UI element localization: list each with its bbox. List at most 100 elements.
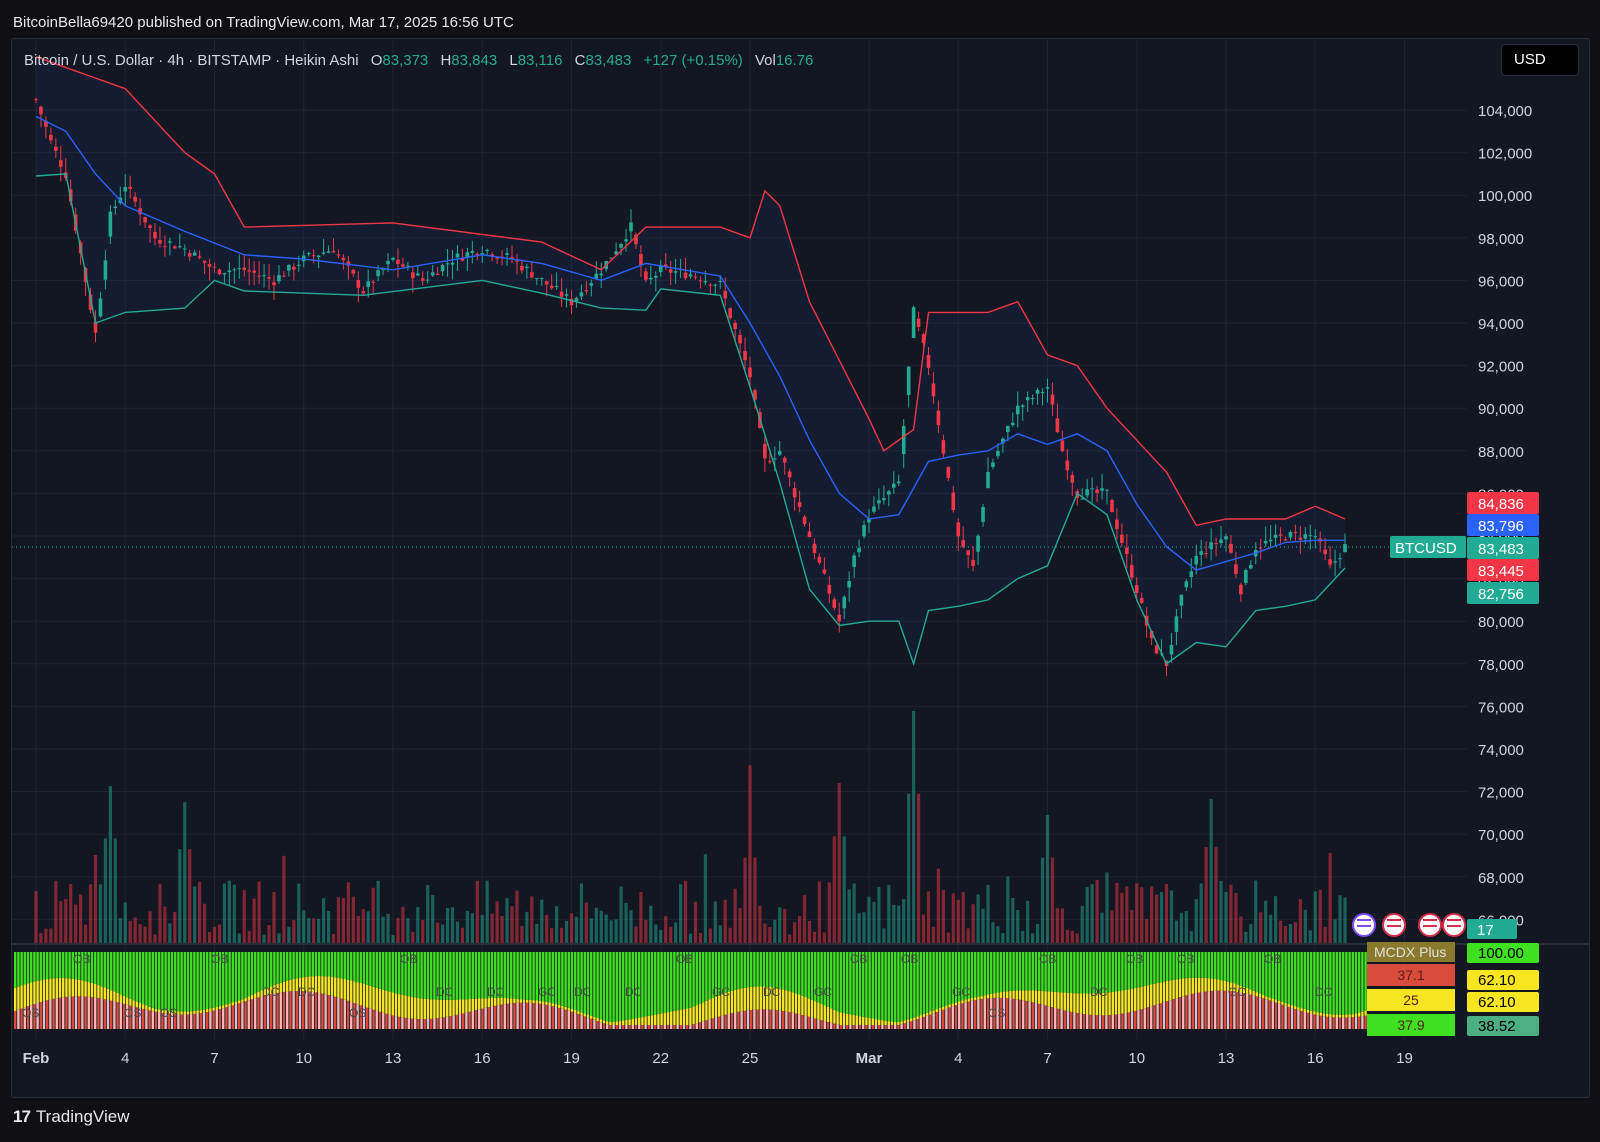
mcdx-marker: OB bbox=[1039, 952, 1056, 966]
mcdx-bar-green bbox=[874, 952, 878, 1020]
mcdx-bar-green bbox=[494, 952, 497, 998]
mcdx-bar-red bbox=[366, 1007, 369, 1029]
volume-bar bbox=[64, 899, 68, 943]
mcdx-bar-red bbox=[212, 1010, 215, 1029]
mcdx-bar-red bbox=[327, 995, 330, 1029]
mcdx-bar-red bbox=[1057, 1008, 1060, 1029]
volume-bar bbox=[1338, 895, 1342, 943]
y-axis-label: 98,000 bbox=[1478, 231, 1524, 248]
volume-bar bbox=[158, 883, 162, 943]
mcdx-bar-red bbox=[519, 1002, 522, 1029]
volume-bar bbox=[966, 928, 970, 943]
mcdx-bar-yellow bbox=[215, 1006, 218, 1010]
candle-body bbox=[976, 535, 980, 552]
x-axis-label: 19 bbox=[1396, 1050, 1413, 1067]
mcdx-bar-yellow bbox=[1137, 987, 1140, 1011]
mcdx-bar-yellow bbox=[695, 1005, 698, 1024]
mcdx-bar-red bbox=[1015, 999, 1018, 1029]
candle-body bbox=[182, 248, 187, 250]
mcdx-bar-yellow bbox=[305, 976, 308, 992]
mcdx-bar-green bbox=[231, 952, 234, 1003]
mcdx-bar-yellow bbox=[919, 1015, 922, 1019]
mcdx-bar-green bbox=[158, 952, 161, 1010]
volume-bar bbox=[421, 920, 425, 943]
mcdx-bar-green bbox=[730, 952, 734, 991]
mcdx-bar-yellow bbox=[961, 1000, 964, 1004]
mcdx-bar-red bbox=[1092, 1015, 1095, 1029]
mcdx-bar-red bbox=[788, 1012, 791, 1029]
mcdx-bar-red bbox=[474, 1010, 478, 1029]
volume-bar bbox=[1125, 886, 1129, 943]
mcdx-bar-green bbox=[721, 952, 724, 995]
mcdx-bar-yellow bbox=[942, 1006, 945, 1010]
mcdx-bar-red bbox=[238, 1003, 241, 1029]
mcdx-bar-red bbox=[846, 1025, 849, 1029]
volume-bar bbox=[510, 906, 514, 943]
mcdx-bar-green bbox=[154, 952, 158, 1009]
chart-frame[interactable]: 104,000 102,000 100,000 98,000 96,000 94,000 9… bbox=[11, 38, 1590, 1098]
mcdx-bar-yellow bbox=[1012, 990, 1015, 999]
mcdx-bar-yellow bbox=[513, 998, 516, 1004]
mcdx-bar-red bbox=[606, 1024, 609, 1029]
candle-body bbox=[718, 281, 723, 283]
mcdx-bar-yellow bbox=[167, 1010, 170, 1014]
mcdx-bar-green bbox=[1255, 952, 1258, 993]
candle-body bbox=[1189, 571, 1194, 578]
candle-body bbox=[1095, 489, 1099, 494]
mcdx-bar-red bbox=[1108, 1015, 1111, 1029]
candle-body bbox=[748, 367, 752, 378]
mcdx-bar-red bbox=[865, 1025, 868, 1029]
mcdx-bar-red bbox=[90, 997, 94, 1029]
symbol-title[interactable]: Bitcoin / U.S. Dollar · 4h · BITSTAMP · … bbox=[24, 52, 359, 69]
mcdx-bar-red bbox=[135, 1007, 138, 1029]
mcdx-bar-green bbox=[186, 952, 190, 1012]
mcdx-bar-red bbox=[116, 1002, 119, 1029]
mcdx-bar-yellow bbox=[494, 997, 497, 1006]
mcdx-bar-yellow bbox=[385, 990, 388, 1014]
mcdx-bar-red bbox=[1198, 992, 1201, 1029]
mcdx-bar-green bbox=[823, 952, 826, 1006]
symbol-legend[interactable]: Bitcoin / U.S. Dollar · 4h · BITSTAMP · … bbox=[24, 52, 813, 69]
volume-bar bbox=[639, 891, 643, 943]
candle-body bbox=[891, 483, 896, 488]
mcdx-bar-red bbox=[1230, 991, 1233, 1029]
mcdx-bar-yellow bbox=[244, 997, 247, 1002]
high-value: 83,843 bbox=[451, 52, 498, 69]
mcdx-bar-yellow bbox=[561, 1005, 564, 1009]
candle-body bbox=[802, 516, 807, 525]
mcdx-bar-yellow bbox=[682, 1009, 686, 1025]
mcdx-bar-yellow bbox=[1287, 1003, 1290, 1007]
mcdx-bar-yellow bbox=[622, 1020, 625, 1025]
mcdx-bar-red bbox=[372, 1009, 375, 1029]
mcdx-bar-red bbox=[1124, 1013, 1127, 1029]
mcdx-bar-red bbox=[1217, 990, 1220, 1029]
mcdx-bar-yellow bbox=[279, 982, 282, 993]
mcdx-bar-yellow bbox=[257, 991, 260, 998]
candle-body bbox=[668, 269, 673, 273]
mcdx-bar-red bbox=[826, 1021, 830, 1029]
currency-button[interactable]: USD bbox=[1501, 44, 1579, 76]
mcdx-bar-green bbox=[714, 952, 718, 997]
mcdx-bar-yellow bbox=[1220, 980, 1223, 991]
mcdx-bar-green bbox=[452, 952, 455, 1000]
mcdx-bar-red bbox=[33, 1004, 36, 1029]
mcdx-bar-green bbox=[945, 952, 948, 1006]
volume-axis-tag bbox=[1467, 919, 1517, 939]
candle-body bbox=[54, 146, 58, 151]
mcdx-bar-yellow bbox=[609, 1022, 612, 1025]
mcdx-bar-red bbox=[1294, 1009, 1297, 1029]
mcdx-bar-yellow bbox=[647, 1015, 650, 1025]
brand-logo[interactable]: 17 TradingView bbox=[13, 1107, 129, 1127]
mcdx-bar-red bbox=[852, 1025, 855, 1029]
mcdx-bar-red bbox=[490, 1006, 494, 1029]
us-flag-icon-stripe bbox=[1387, 925, 1401, 927]
mcdx-bar-yellow bbox=[14, 987, 17, 1011]
mcdx-bar-yellow bbox=[1316, 1012, 1319, 1016]
chart-canvas[interactable]: 104,000102,000100,00098,00096,00094,0009… bbox=[12, 39, 1589, 1097]
mcdx-marker: OB bbox=[73, 952, 90, 966]
x-axis-label: 10 bbox=[1128, 1050, 1145, 1067]
mcdx-bar-yellow bbox=[289, 979, 292, 992]
mcdx-bar-red bbox=[321, 993, 324, 1029]
mcdx-bar-green bbox=[1143, 952, 1146, 986]
mcdx-bar-red bbox=[1207, 991, 1210, 1029]
